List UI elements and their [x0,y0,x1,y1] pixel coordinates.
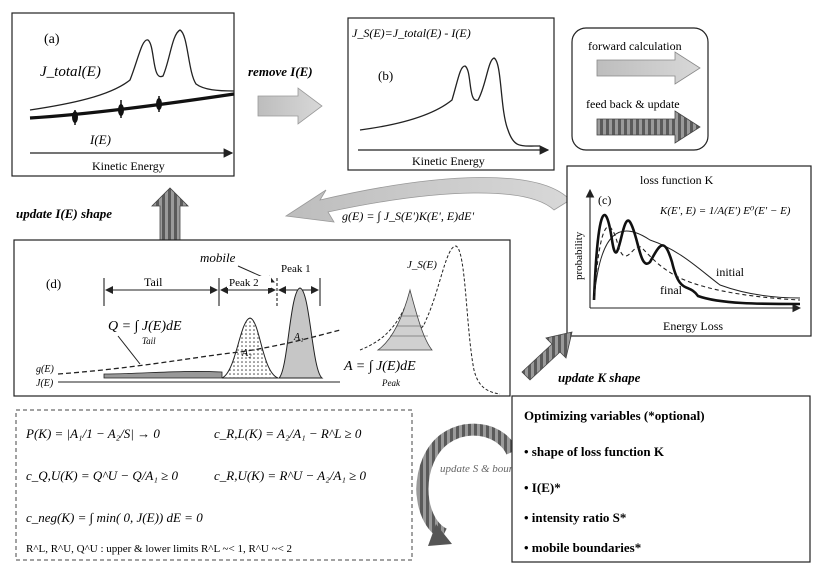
constraint-c4: c_neg(K) = ∫ min( 0, J(E)) dE = 0 [26,510,203,526]
control-points [72,96,162,125]
tail-area [103,371,223,379]
background-label: I(E) [89,132,111,147]
peak-shaded [376,288,433,351]
panel-a: (a) J_total(E) I(E) Kinetic Energy [11,12,235,177]
constraint-c1: c_R,L(K) = A₂/A₁ − R^L ≥ 0 [214,426,362,441]
constraints-box: P(K) = |A₁/1 − A₂/S| → 0 c_R,L(K) = A₂/A… [15,409,413,561]
panel-b-xlabel: Kinetic Energy [412,154,485,168]
panel-b: J_S(E)=J_total(E) - I(E) (b) Kinetic Ene… [347,17,555,171]
peak1-label: Peak 1 [281,263,311,275]
optim-box: Optimizing variables (*optional) • shape… [511,395,811,563]
peak2-label: Peak 2 [229,277,259,289]
panel-c-ylabel: probability [573,231,585,280]
constraint-c2: c_Q,U(K) = Q^U − Q/A₁ ≥ 0 [26,468,179,483]
optim-item-1: • I(E)* [524,480,561,495]
region-bars [103,278,321,306]
curved-forward-arrow: g(E) = ∫ J_S(E')K(E', E)dE' [284,177,571,223]
panel-a-xlabel: Kinetic Energy [92,159,165,173]
panel-c-xlabel: Energy Loss [663,319,723,333]
panel-c: loss function K (c) K(E', E) = 1/A(E') E… [566,165,812,337]
panel-c-label: (c) [598,193,611,207]
panel-c-formula: K(E', E) = 1/A(E') E⁰(E' − E) [659,205,791,217]
update-k-arrow: update K shape [521,331,641,385]
initial-curve [593,230,801,301]
optim-item-3: • mobile boundaries* [524,540,641,555]
panel-c-final: final [660,283,683,297]
update-i-label: update I(E) shape [16,206,112,221]
dashed-curve [593,226,801,301]
panel-b-label: (b) [378,68,393,83]
optim-title: Optimizing variables (*optional) [524,408,705,423]
panel-c-title: loss function K [640,173,714,187]
mobile-label: mobile [200,250,236,265]
constraint-p: P(K) = |A₁/1 − A₂/S| → 0 [25,426,160,441]
background-curve [29,92,235,120]
ge-label: g(E) [36,364,54,375]
peak2-area [221,317,279,379]
legend-box: forward calculation feed back & update [571,27,709,151]
jtotal-label: J_total(E) [40,64,101,80]
ge-curve [57,329,341,375]
panel-c-initial: initial [716,265,745,279]
je-label: J(E) [36,378,54,389]
feedback-arrow-icon [596,110,701,144]
a2-label: A₂ [241,348,252,359]
remove-arrow: remove I(E) [248,64,323,125]
jse-label: J_S(E) [407,259,437,271]
a-sub: Peak [381,378,401,388]
q-sub: Tail [142,336,156,346]
optim-item-0: • shape of loss function K [524,444,665,459]
panel-a-label: (a) [44,32,60,47]
panel-d-label: (d) [46,276,61,291]
forward-arrow-icon [596,51,701,85]
optim-item-2: • intensity ratio S* [524,510,626,525]
tail-label: Tail [144,275,163,289]
panel-d: (d) mobile Tail Peak 2 Peak 1 A₂ A₁ [13,239,511,397]
peak1-area [277,287,324,379]
a1-label: A₁ [293,332,304,343]
legend-forward-label: forward calculation [588,39,682,53]
q-pointer [117,335,141,365]
jtotal-curve [29,29,235,111]
panel-b-formula: J_S(E)=J_total(E) - I(E) [352,26,471,40]
constraint-limits: R^L, R^U, Q^U : upper & lower limits R^L… [26,543,292,555]
js-curve [359,57,541,147]
update-k-label: update K shape [558,370,641,385]
peak-hatch [390,315,428,337]
update-i-arrow: update I(E) shape [16,187,189,241]
cycle-arrowhead-icon [428,524,452,546]
a-formula: A = ∫ J(E)dE [343,359,416,374]
remove-label: remove I(E) [248,64,313,79]
constraint-c3: c_R,U(K) = R^U − A₂/A₁ ≥ 0 [214,468,366,483]
legend-feedback-label: feed back & update [586,97,680,111]
g-formula: g(E) = ∫ J_S(E')K(E', E)dE' [342,209,474,223]
q-formula: Q = ∫ J(E)dE [108,319,182,334]
